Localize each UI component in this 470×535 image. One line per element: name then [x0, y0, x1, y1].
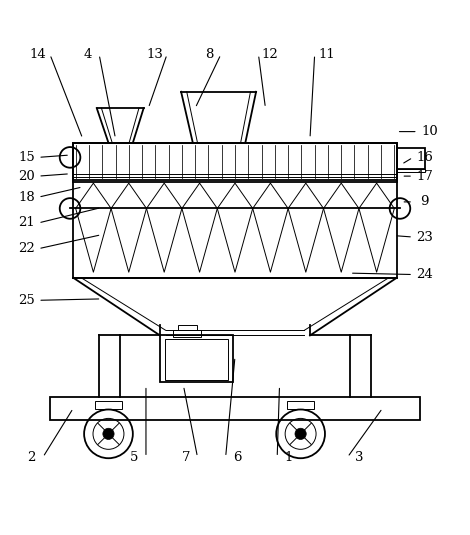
Text: 7: 7	[181, 451, 190, 464]
Text: 1: 1	[285, 451, 293, 464]
Text: 5: 5	[130, 451, 139, 464]
Text: 14: 14	[30, 48, 47, 61]
Bar	[95, 401, 122, 409]
Text: 8: 8	[205, 48, 213, 61]
Bar	[73, 143, 397, 180]
Text: 17: 17	[416, 170, 433, 182]
Bar	[397, 148, 425, 169]
Text: 25: 25	[18, 294, 35, 307]
Text: 10: 10	[421, 125, 438, 138]
Text: 22: 22	[18, 242, 35, 255]
Circle shape	[103, 428, 114, 439]
Text: 13: 13	[147, 48, 164, 61]
Text: 4: 4	[83, 48, 92, 61]
Text: 2: 2	[27, 451, 35, 464]
Text: 20: 20	[18, 170, 35, 182]
Bar	[73, 143, 397, 278]
Text: 11: 11	[318, 48, 335, 61]
Text: 18: 18	[18, 190, 35, 204]
Text: 21: 21	[18, 217, 35, 230]
Text: 16: 16	[416, 151, 433, 164]
Text: 9: 9	[421, 195, 429, 209]
Text: 6: 6	[233, 451, 242, 464]
Bar	[397, 169, 425, 172]
Circle shape	[295, 428, 306, 439]
Text: 24: 24	[416, 268, 433, 281]
Bar	[164, 339, 228, 380]
Bar	[173, 330, 201, 337]
Bar	[178, 325, 196, 330]
Text: 12: 12	[262, 48, 279, 61]
Bar	[160, 335, 233, 383]
Text: 3: 3	[355, 451, 363, 464]
Text: 15: 15	[18, 151, 35, 164]
Text: 23: 23	[416, 231, 433, 243]
Bar	[50, 398, 420, 420]
Bar	[288, 401, 314, 409]
